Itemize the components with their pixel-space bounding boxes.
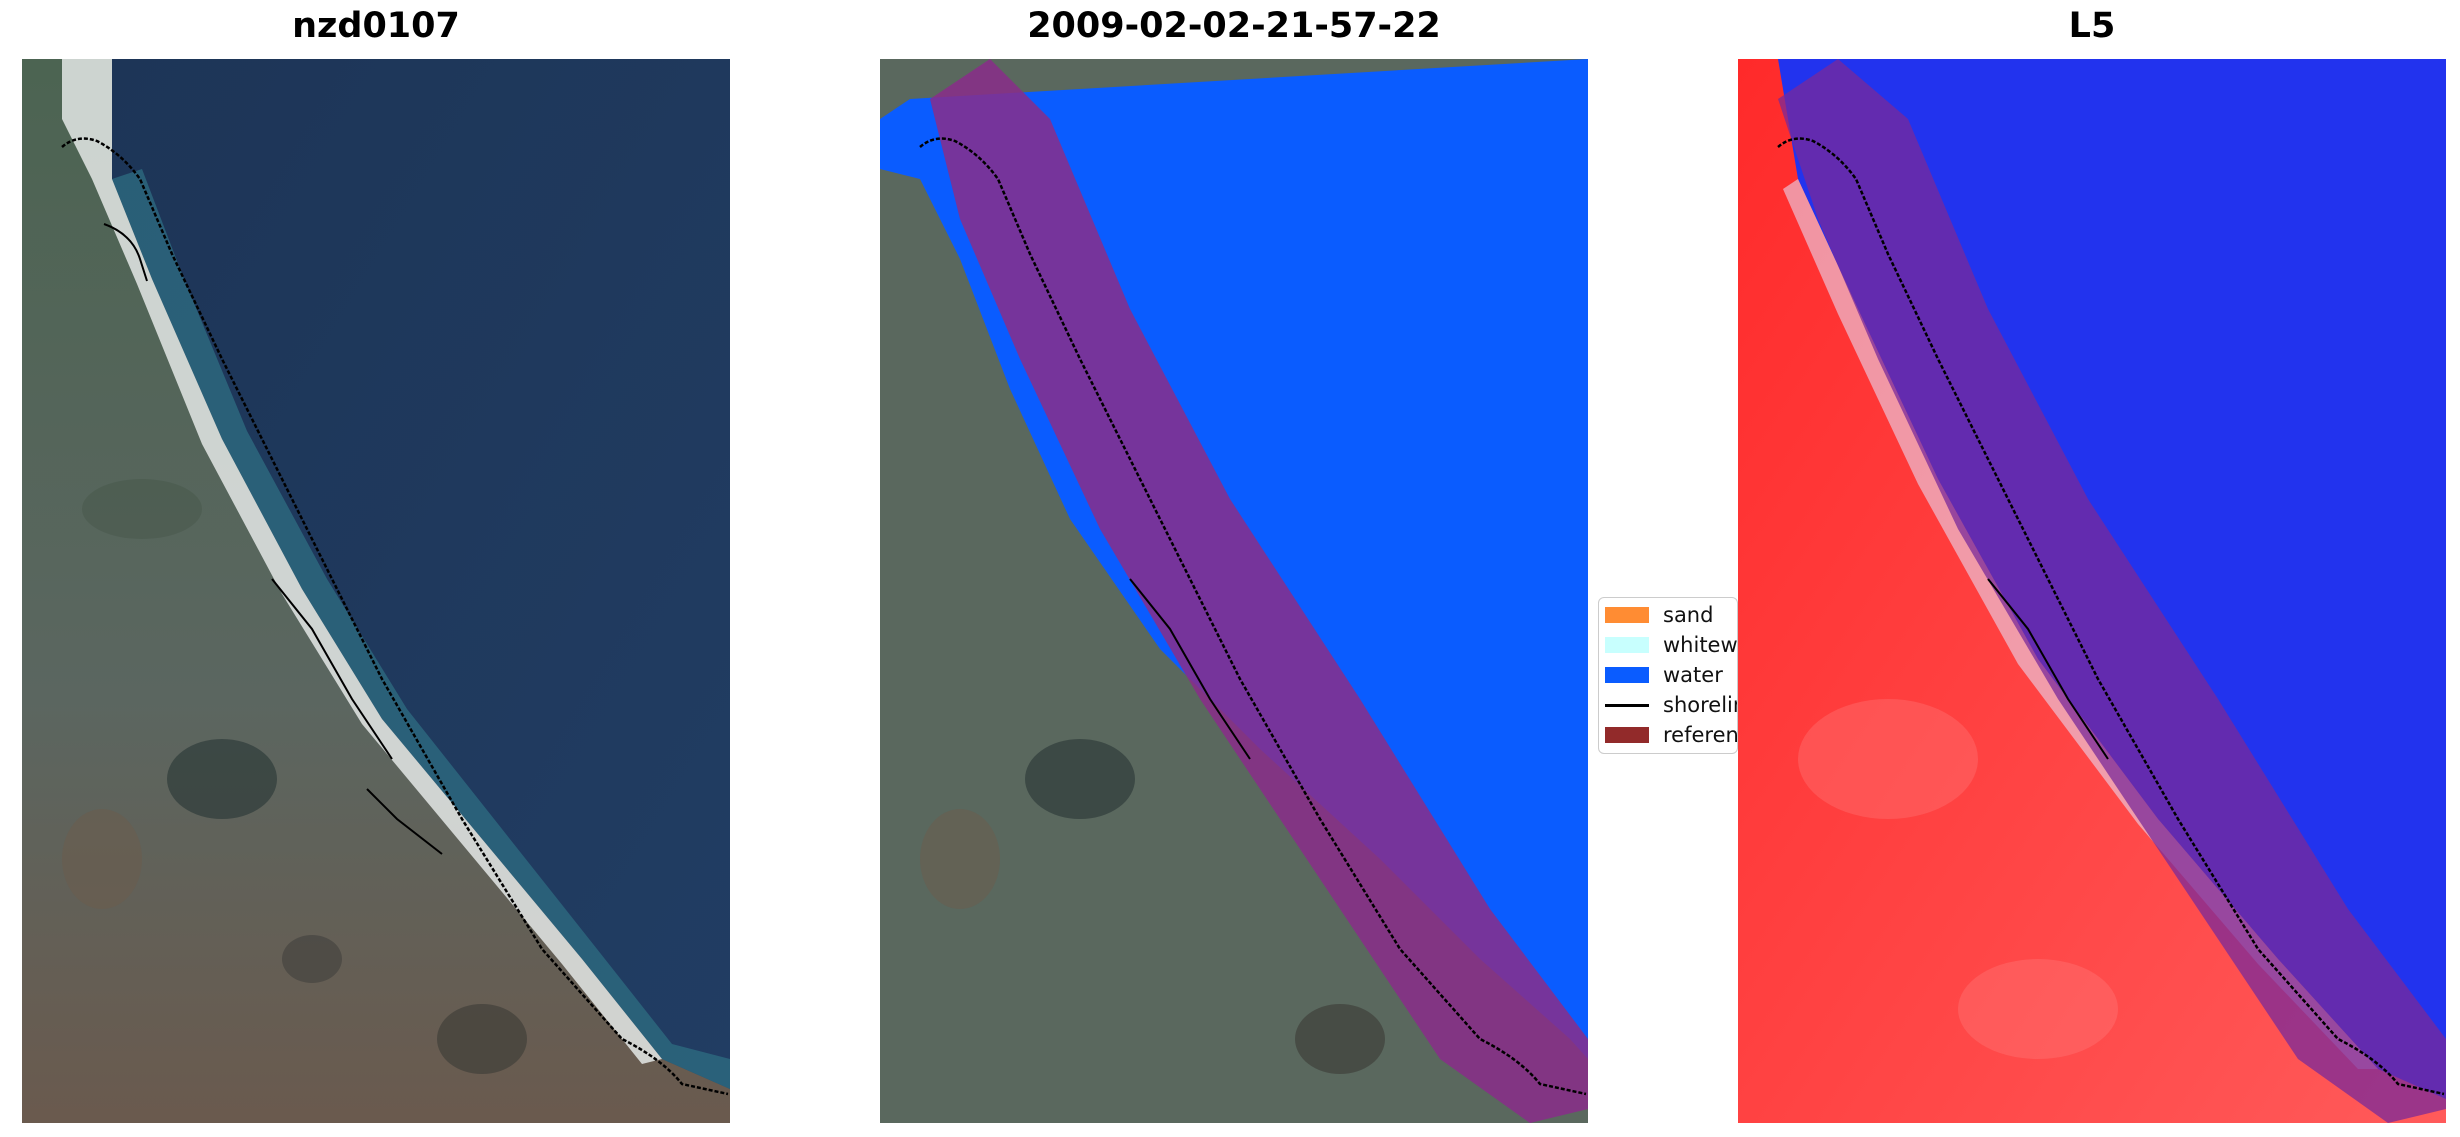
legend-item-reference: reference <box>1605 723 1738 747</box>
whitewater-swatch <box>1605 637 1649 653</box>
legend-label: shoreline <box>1663 693 1737 717</box>
legend-label: water <box>1663 663 1723 687</box>
legend: sand whitewater water shoreline referenc… <box>1598 597 1738 754</box>
panel-title-2: 2009-02-02-21-57-22 <box>1027 6 1441 46</box>
index-panel <box>1738 59 2446 1123</box>
legend-label: whitewater <box>1663 633 1738 657</box>
legend-label: sand <box>1663 603 1714 627</box>
legend-item-shoreline: shoreline <box>1605 693 1737 717</box>
rgb-image-panel <box>22 59 730 1123</box>
panel-title-3: L5 <box>2068 6 2116 46</box>
legend-item-whitewater: whitewater <box>1605 633 1738 657</box>
legend-item-water: water <box>1605 663 1723 687</box>
reference-swatch <box>1605 727 1649 743</box>
shoreline-swatch <box>1605 703 1649 707</box>
classification-image <box>880 59 1588 1123</box>
sand-swatch <box>1605 607 1649 623</box>
water-swatch <box>1605 667 1649 683</box>
index-image <box>1738 59 2446 1123</box>
rgb-image <box>22 59 730 1123</box>
panel-title-1: nzd0107 <box>292 6 460 46</box>
classification-panel <box>880 59 1588 1123</box>
legend-item-sand: sand <box>1605 603 1714 627</box>
legend-label: reference <box>1663 723 1738 747</box>
